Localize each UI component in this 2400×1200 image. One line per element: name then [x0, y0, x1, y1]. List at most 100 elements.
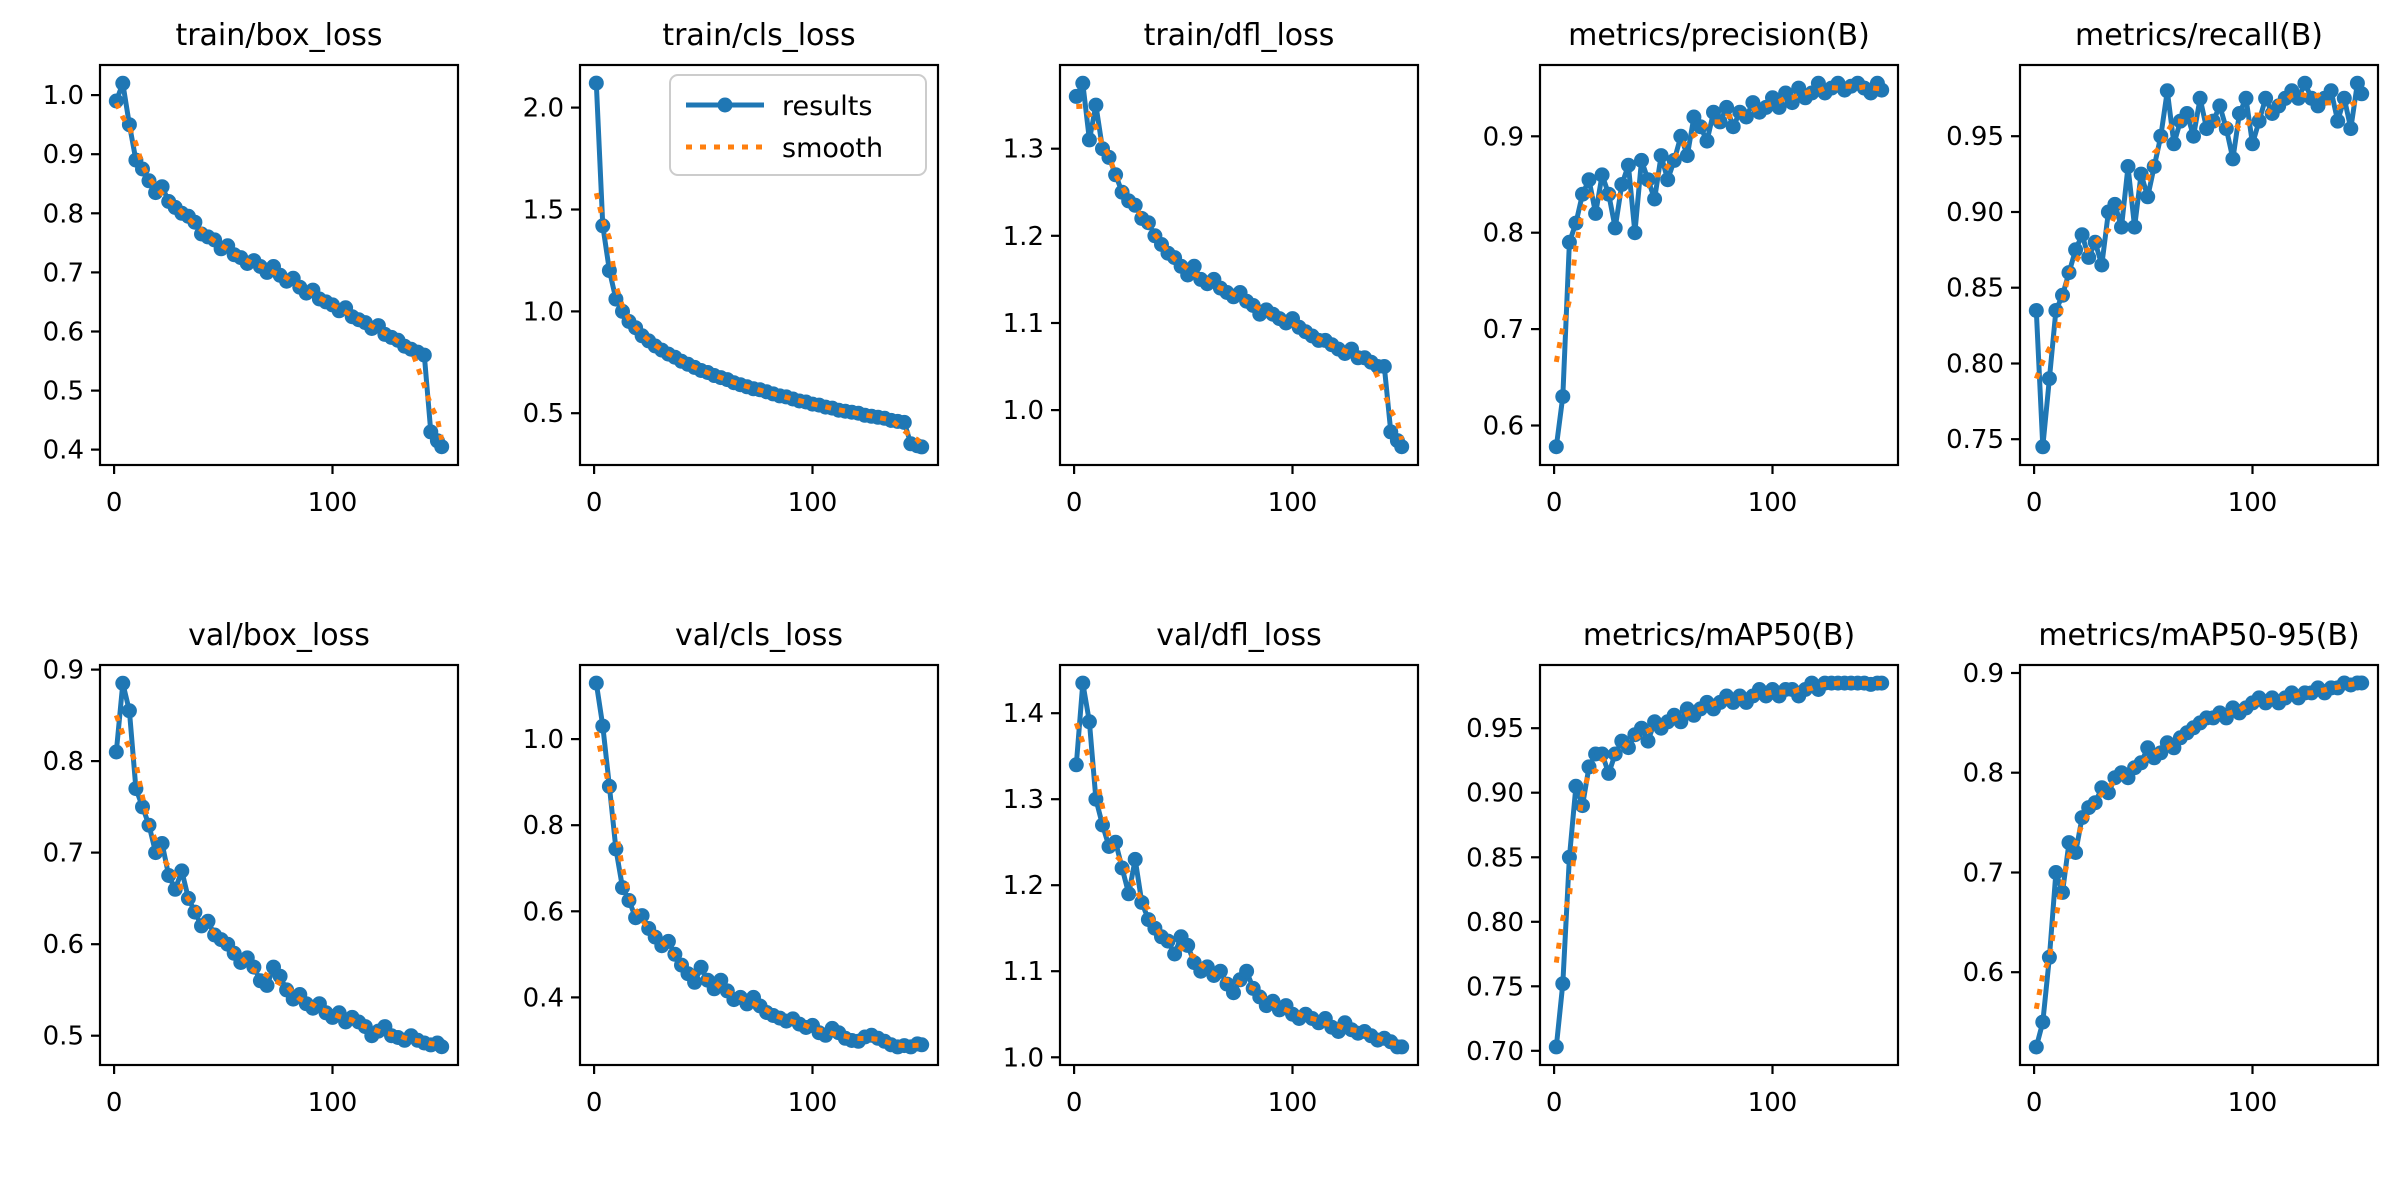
y-tick-label: 0.80: [1946, 350, 2004, 380]
y-tick-label: 2.0: [523, 94, 564, 124]
results-line: [1553, 80, 1884, 448]
results-marker: [2179, 106, 2195, 121]
x-tick-label: 0: [586, 1088, 603, 1118]
chart-title: train/dfl_loss: [1144, 18, 1335, 53]
results-marker: [2159, 83, 2175, 99]
y-tick-label: 0.75: [1466, 972, 1524, 1002]
results-marker: [246, 959, 262, 975]
results-marker: [687, 974, 703, 990]
results-marker: [2354, 675, 2370, 691]
results-marker: [2127, 219, 2143, 235]
results-marker: [1239, 963, 1255, 979]
results-marker: [2297, 75, 2313, 91]
results-marker: [1075, 675, 1091, 691]
subplot-cell: metrics/recall(B) 0.75 0.80 0.85 0.90 0.95 0 10…: [1920, 0, 2400, 600]
x-tick-label: 0: [106, 1088, 123, 1118]
results-marker: [121, 117, 137, 133]
plot-area: [2028, 675, 2370, 1055]
legend-box: [669, 74, 927, 176]
subplot-cell: train/box_loss 0.4 0.5 0.6 0.7 0.8 0.9 1.0 0 100: [0, 0, 480, 600]
results-marker: [2225, 151, 2241, 167]
y-tick-label: 0.9: [1963, 659, 2004, 689]
results-marker: [1607, 220, 1623, 236]
y-tick-label: 0.8: [523, 811, 564, 841]
smooth-line: [113, 714, 442, 1048]
subplot-train-box-loss: train/box_loss 0.4 0.5 0.6 0.7 0.8 0.9 1.0 0 100: [43, 18, 460, 518]
y-tick-label: 1.1: [1003, 957, 1044, 987]
results-marker: [2336, 90, 2352, 106]
plot-area: [1068, 675, 1410, 1055]
results-marker: [161, 868, 177, 883]
results-marker: [2068, 242, 2084, 258]
results-marker: [434, 439, 450, 455]
results-marker: [2041, 371, 2057, 387]
results-marker: [2048, 865, 2064, 880]
y-tick-label: 0.75: [1946, 425, 2004, 455]
results-marker: [2041, 949, 2057, 965]
axes-box: [98, 63, 460, 467]
subplot-metrics-map50-b: metrics/mAP50(B) 0.70 0.75 0.80 0.85 0.90 0.95…: [1466, 618, 1900, 1118]
results-marker: [1555, 389, 1571, 405]
axes-box: [1538, 63, 1900, 467]
results-marker: [2028, 303, 2044, 318]
results-marker: [1640, 733, 1656, 749]
results-line: [1553, 680, 1882, 1048]
subplot-metrics-map50-95-b: metrics/mAP50-95(B) 0.6 0.7 0.8 0.9 0 100: [1963, 618, 2380, 1118]
y-tick-label: 0.8: [1483, 219, 1524, 249]
x-tick-label: 0: [1066, 488, 1083, 518]
results-marker: [2094, 257, 2110, 273]
axes-box: [578, 663, 940, 1067]
results-marker: [2035, 439, 2051, 455]
x-tick-label: 100: [1268, 1088, 1318, 1118]
results-marker: [2120, 159, 2136, 174]
results-marker: [121, 703, 137, 719]
smooth-line: [593, 192, 924, 447]
results-marker: [1771, 99, 1787, 115]
results-marker: [1088, 97, 1104, 113]
results-marker: [2087, 795, 2103, 811]
smooth-line: [114, 101, 445, 441]
y-tick-label: 0.9: [1483, 122, 1524, 152]
chart-title: metrics/mAP50(B): [1583, 618, 1855, 653]
plot-area: [1548, 75, 1890, 455]
chart-title: metrics/precision(B): [1568, 18, 1870, 53]
chart-title: train/cls_loss: [662, 18, 855, 53]
y-tick-label: 0.90: [1946, 198, 2004, 228]
chart-title: val/dfl_loss: [1156, 618, 1321, 653]
chart-title: val/cls_loss: [675, 618, 843, 653]
y-tick-label: 0.4: [43, 436, 84, 466]
axes-box: [1058, 63, 1420, 467]
results-marker: [1127, 851, 1143, 867]
results-marker: [588, 75, 604, 91]
results-marker: [896, 414, 912, 430]
results-marker: [187, 904, 203, 920]
chart-title: metrics/mAP50-95(B): [2038, 618, 2359, 653]
results-marker: [595, 718, 611, 734]
x-tick-label: 0: [1066, 1088, 1083, 1118]
plot-area: [108, 675, 450, 1055]
results-marker: [693, 959, 709, 975]
x-tick-label: 100: [308, 488, 358, 518]
results-marker: [1594, 167, 1610, 183]
y-tick-label: 1.5: [523, 196, 564, 226]
results-marker: [2028, 1039, 2044, 1055]
plot-area: [588, 75, 930, 455]
results-marker: [1634, 152, 1649, 168]
y-tick-label: 1.3: [1003, 135, 1044, 165]
results-marker: [272, 968, 288, 984]
smooth-line: [1073, 722, 1403, 1048]
results-marker: [2140, 189, 2156, 205]
y-tick-label: 0.70: [1466, 1037, 1524, 1067]
results-marker: [1108, 167, 1124, 183]
results-marker: [1581, 172, 1597, 188]
y-tick-label: 1.2: [1003, 871, 1044, 901]
results-marker: [115, 675, 131, 691]
results-marker: [1548, 439, 1564, 455]
results-marker: [108, 744, 124, 760]
subplot-metrics-precision-b: metrics/precision(B) 0.6 0.7 0.8 0.9 0 100: [1483, 18, 1900, 518]
results-marker: [1620, 157, 1636, 173]
subplot-train-dfl-loss: train/dfl_loss 1.0 1.1 1.2 1.3 0 100: [1003, 18, 1420, 518]
results-marker: [1167, 946, 1183, 962]
results-marker: [1394, 439, 1410, 455]
subplot-cell: metrics/precision(B) 0.6 0.7 0.8 0.9 0 100: [1440, 0, 1920, 600]
